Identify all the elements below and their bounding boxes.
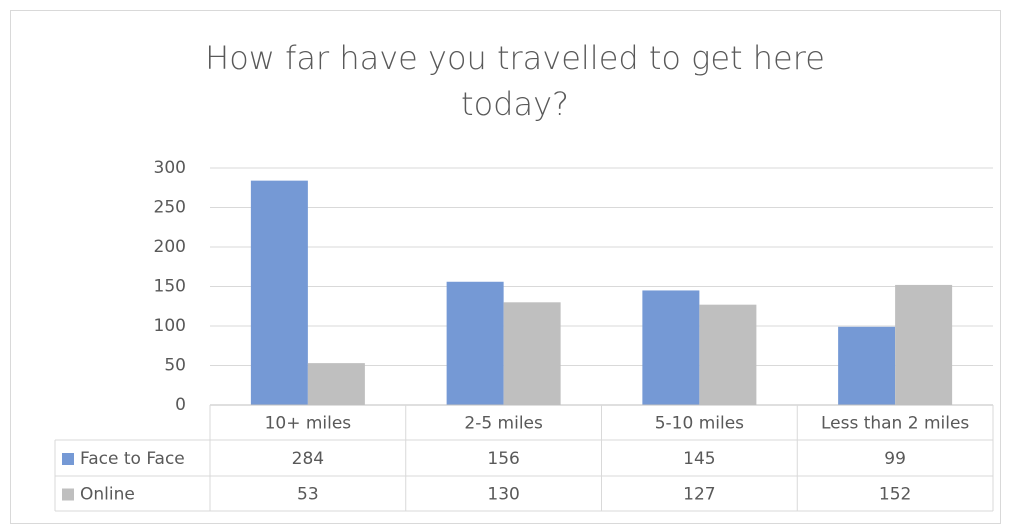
table-cell: 53: [297, 485, 319, 505]
x-tick-label: 5-10 miles: [655, 414, 744, 434]
legend-label: Face to Face: [80, 449, 185, 469]
bar: [699, 304, 757, 405]
chart-border: [10, 10, 1001, 524]
y-tick-label: 100: [154, 316, 186, 336]
y-tick-label: 250: [154, 198, 186, 218]
y-tick-label: 200: [154, 237, 186, 257]
legend-key: [62, 453, 74, 465]
x-tick-label: 2-5 miles: [464, 414, 543, 434]
table-cell: 145: [683, 449, 715, 469]
bar: [642, 290, 700, 405]
bar: [446, 281, 504, 405]
y-tick-label: 0: [175, 395, 186, 415]
table-cell: 284: [292, 449, 324, 469]
table-cell: 152: [879, 485, 911, 505]
y-tick-label: 150: [154, 277, 186, 297]
table-cell: 99: [884, 449, 906, 469]
y-tick-label: 300: [154, 158, 186, 178]
title-line: How far have you travelled to get here: [205, 39, 825, 77]
x-tick-label: 10+ miles: [265, 414, 352, 434]
bar: [503, 302, 561, 405]
legend-key: [62, 488, 74, 501]
table-cell: 156: [487, 449, 519, 469]
table-cell: 130: [487, 485, 519, 505]
legend-label: Online: [80, 485, 135, 505]
title-line: today?: [461, 85, 569, 123]
bar: [838, 326, 896, 405]
x-tick-label: Less than 2 miles: [821, 414, 969, 434]
bar: [307, 363, 365, 405]
y-tick-label: 50: [164, 356, 186, 376]
bar: [250, 180, 308, 405]
bar: [895, 284, 953, 405]
table-cell: 127: [683, 485, 715, 505]
chart-title: How far have you travelled to get here to…: [205, 39, 825, 123]
